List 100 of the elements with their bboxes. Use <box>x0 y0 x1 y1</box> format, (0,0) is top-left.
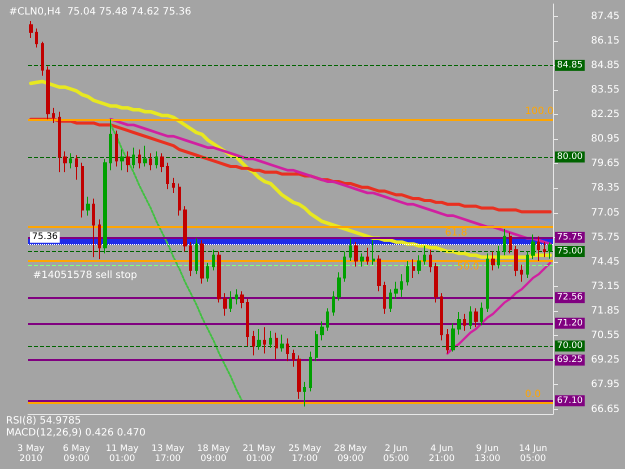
annotation: 61.8 <box>445 227 468 238</box>
candlestick <box>98 218 101 260</box>
y-tick-label: 82.25 <box>591 109 620 120</box>
candlestick <box>269 330 272 348</box>
candlestick <box>46 66 50 120</box>
candlestick <box>252 330 255 356</box>
text: MACD(12,26,9) 0.426 0.470 <box>6 428 146 438</box>
candlestick <box>360 252 364 268</box>
candlestick <box>109 118 112 171</box>
candlestick <box>275 332 278 360</box>
candlestick <box>160 152 164 173</box>
candlestick <box>440 292 443 341</box>
candlestick <box>103 158 107 254</box>
candlestick <box>223 292 227 316</box>
candlestick <box>337 272 341 302</box>
y-tick-label: 78.35 <box>591 182 620 194</box>
candlestick <box>120 148 124 171</box>
candlestick <box>469 306 472 330</box>
candlestick <box>394 281 398 300</box>
x-tick-label: 9 Jun 13:00 <box>474 444 501 464</box>
candlestick <box>537 236 540 262</box>
candlestick <box>183 206 187 252</box>
candlestick <box>309 351 312 392</box>
candlestick <box>315 330 318 362</box>
y-tick-label: 67.95 <box>591 379 620 390</box>
candlestick <box>200 240 204 284</box>
candlestick <box>354 242 358 268</box>
annotation: 0.0 <box>525 389 541 400</box>
ref-line-label: 75.36 <box>32 232 58 242</box>
ref-line-label: 75.75 <box>557 232 583 242</box>
candlestick <box>451 322 455 352</box>
candlestick <box>115 130 118 167</box>
ref-line-label: 72.56 <box>557 292 584 303</box>
candlestick <box>349 238 352 262</box>
candlestick <box>457 311 461 336</box>
x-tick-label: 18 May 09:00 <box>197 444 231 464</box>
candlestick <box>280 334 284 352</box>
candlestick <box>229 290 232 312</box>
text: RSI(8) 54.9785 <box>6 416 81 426</box>
candlestick <box>257 328 261 350</box>
candlestick <box>480 302 483 326</box>
candlestick <box>383 281 386 314</box>
candlestick <box>463 313 466 332</box>
candlestick <box>400 274 403 298</box>
candlestick <box>503 228 506 256</box>
ref-line-label: 71.20 <box>557 318 584 328</box>
candlestick <box>86 196 90 216</box>
line-series <box>110 124 243 402</box>
candlestick <box>35 28 38 48</box>
candlestick <box>446 328 449 354</box>
line-series <box>446 262 552 355</box>
candlestick <box>240 290 244 309</box>
x-tick-label: 4 Jun 21:00 <box>428 444 455 464</box>
candlestick <box>52 107 55 124</box>
y-tick-label: 73.15 <box>591 280 620 292</box>
x-tick-label: 25 May 17:00 <box>288 444 322 464</box>
y-tick-label: 87.45 <box>591 10 620 22</box>
candlestick <box>63 150 67 173</box>
ref-line-label: #14051578 sell stop <box>33 270 138 281</box>
y-tick-label: 86.15 <box>591 35 620 46</box>
candlestick <box>172 177 175 194</box>
x-tick-label: 28 May 09:00 <box>334 444 368 464</box>
candlestick <box>81 162 84 218</box>
candlestick <box>69 152 72 169</box>
candlestick <box>138 148 141 169</box>
y-tick-label: 75.75 <box>591 232 620 243</box>
candlestick <box>543 242 546 258</box>
y-tick-label: 80.95 <box>591 134 620 145</box>
candlestick <box>366 247 369 266</box>
ref-line-label: 67.10 <box>557 396 584 406</box>
candlestick <box>297 354 301 400</box>
x-tick-label: 21 May 01:00 <box>242 444 276 464</box>
candlestick <box>526 251 529 278</box>
candlestick <box>166 162 169 190</box>
candlestick <box>326 308 329 332</box>
x-tick-label: 6 May 09:00 <box>62 444 91 464</box>
ref-line-label: 70.00 <box>557 340 584 351</box>
candlestick <box>423 245 426 266</box>
x-tick-label: 11 May 01:00 <box>106 444 140 464</box>
candlestick <box>235 288 238 305</box>
candlestick <box>372 240 375 266</box>
y-tick-label: 66.65 <box>591 404 620 415</box>
candlestick <box>75 154 78 180</box>
candlestick <box>189 242 192 277</box>
candlestick <box>263 326 266 354</box>
candlestick <box>474 308 478 328</box>
ref-line-label: 84.85 <box>557 60 583 70</box>
x-tick-label: 14 Jun 05:00 <box>518 444 548 464</box>
candlestick <box>320 320 324 341</box>
candlestick <box>132 147 135 169</box>
candlestick <box>212 249 215 271</box>
candlestick <box>92 198 95 258</box>
candlestick <box>412 258 415 278</box>
candlestick <box>343 251 346 282</box>
candlestick <box>155 150 158 169</box>
candlestick <box>531 234 535 260</box>
candlestick <box>206 262 209 282</box>
candlestick <box>126 150 130 173</box>
candlestick <box>514 245 518 277</box>
annotation: 100.0 <box>525 106 554 117</box>
